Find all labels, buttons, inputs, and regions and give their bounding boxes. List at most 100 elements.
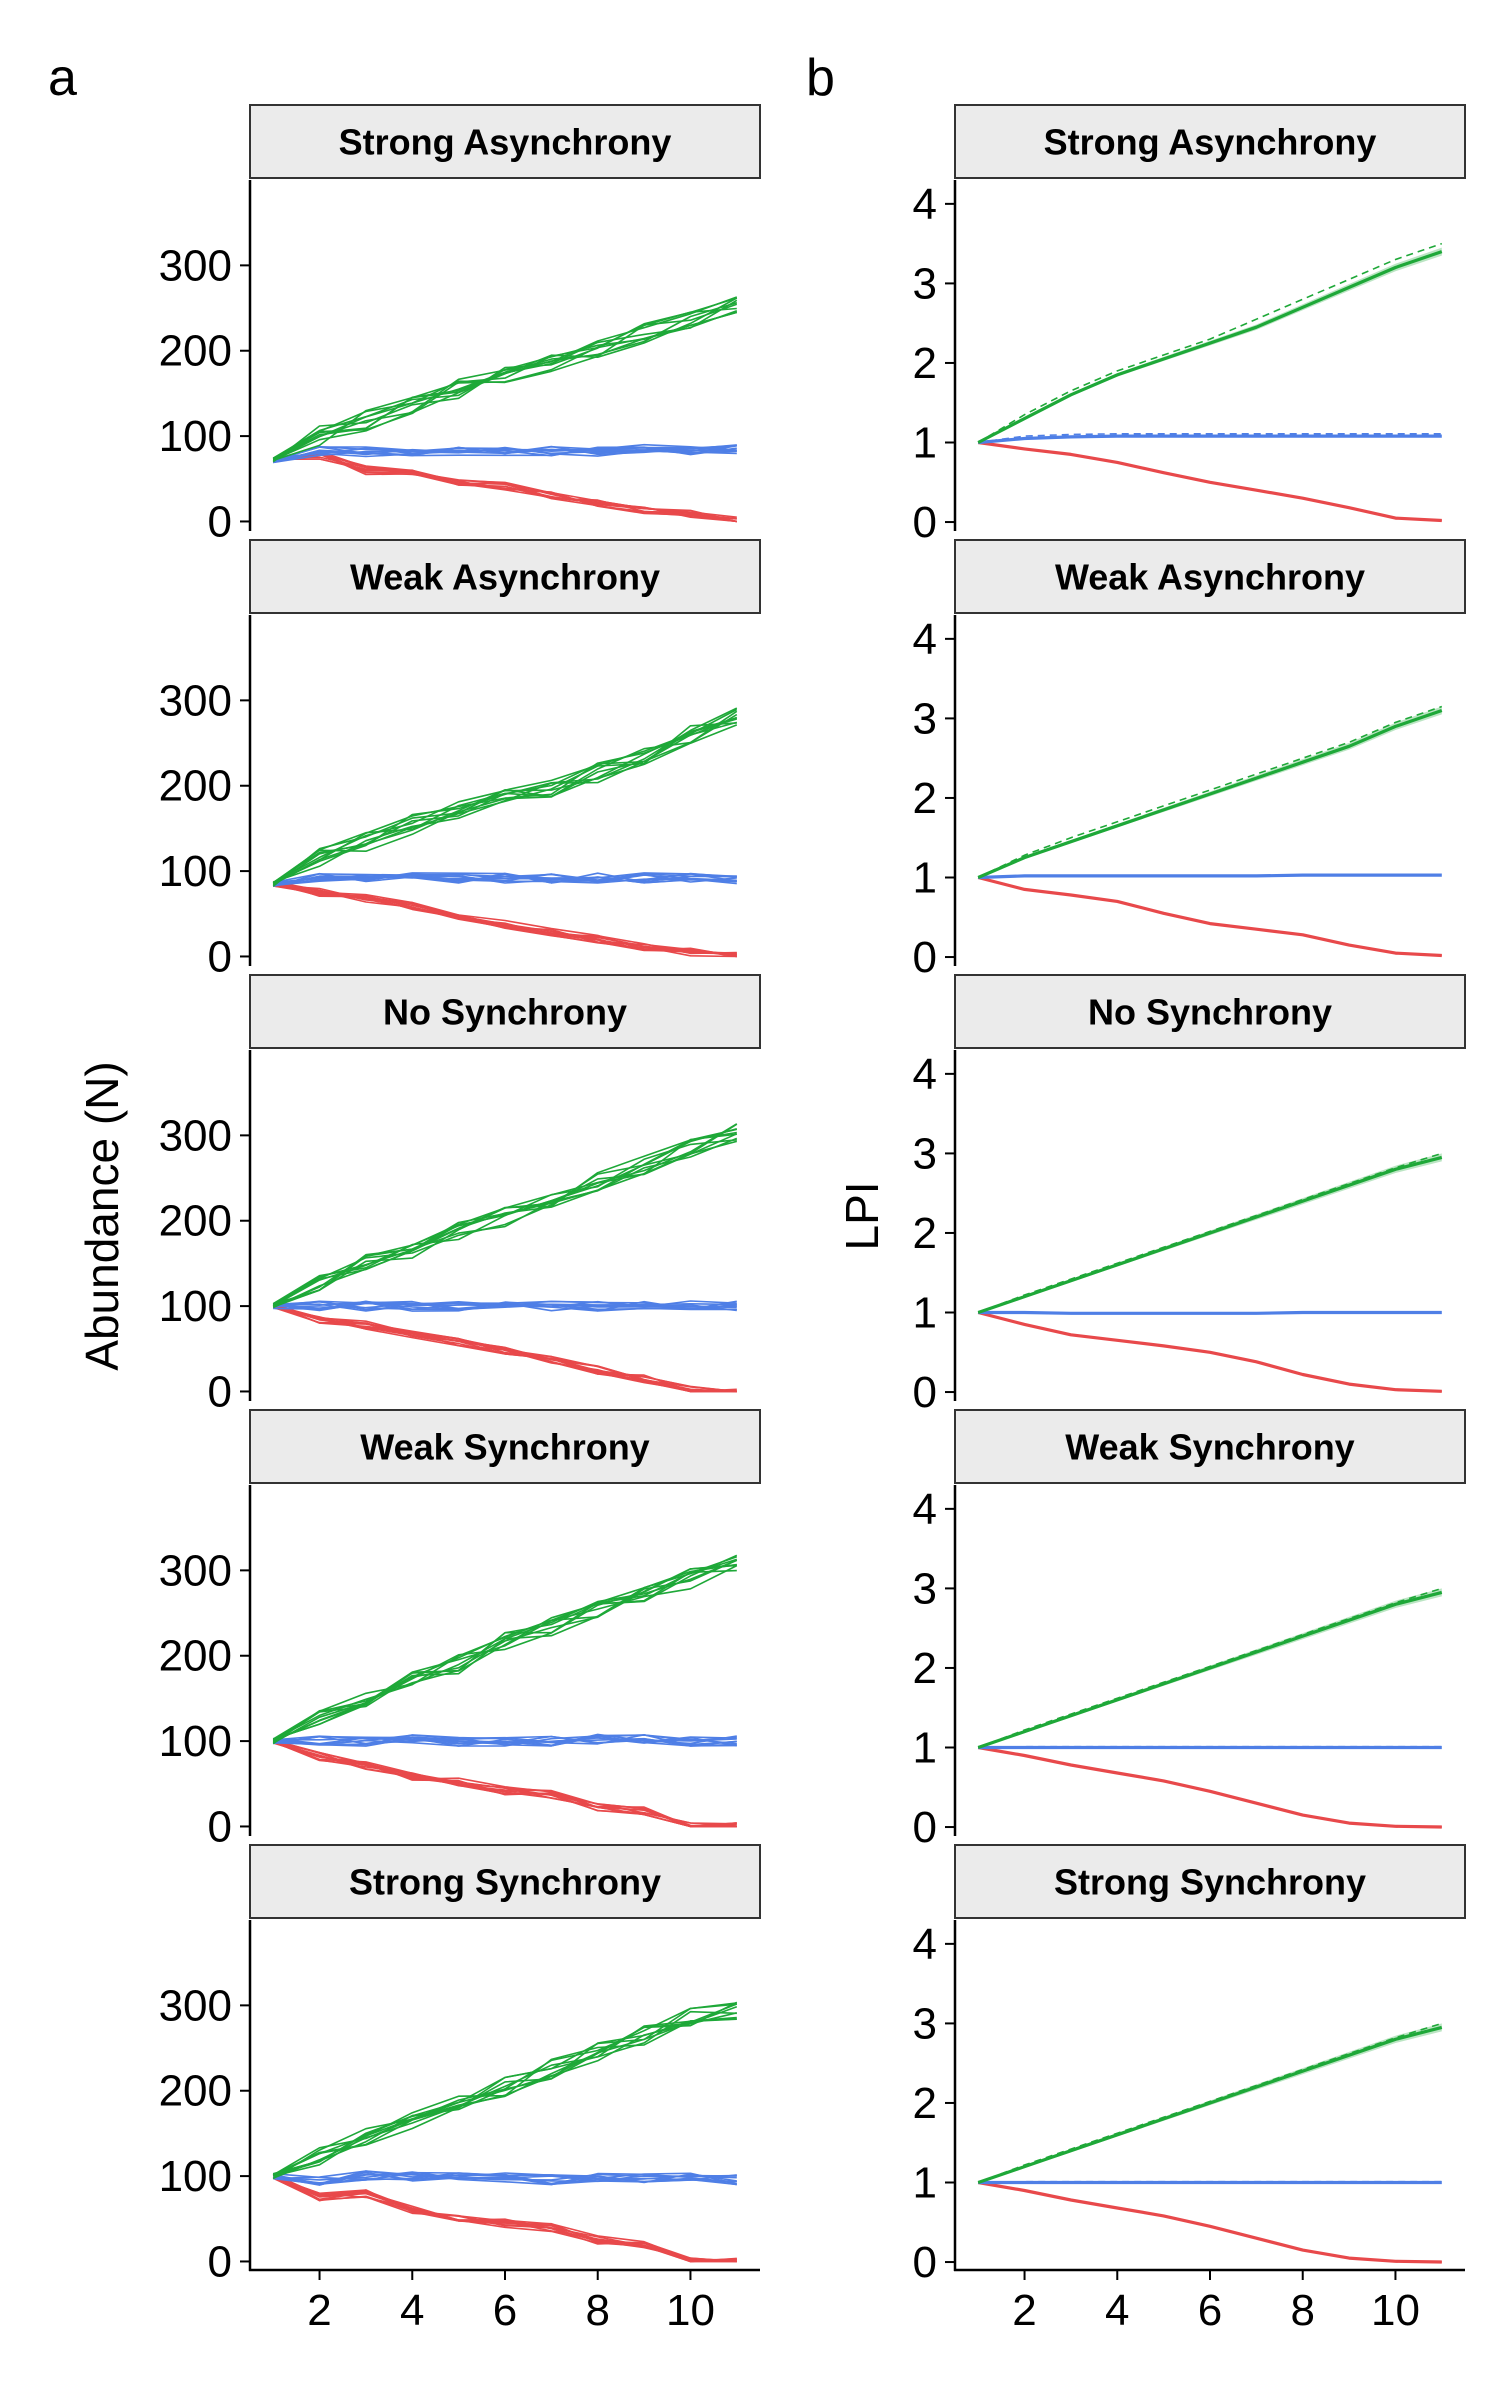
series-line-increase	[272, 1139, 737, 1305]
y-tick-label: 0	[913, 933, 937, 982]
lpi-line-increase	[977, 1155, 1443, 1315]
facet-a-4: Weak Synchrony 0 100 200 300	[159, 1409, 761, 1851]
facet-a-2: Weak Asynchrony 0 100 200 300	[159, 539, 761, 981]
panel-a-letter: a	[48, 49, 77, 107]
series-line-stable	[273, 1734, 737, 1747]
lpi-line-decline	[977, 440, 1442, 523]
facet-a-3: No Synchrony 0 100 200 300	[159, 974, 761, 1416]
series-line-decline	[272, 2174, 737, 2263]
expected-line-stable	[978, 432, 1442, 444]
facet-strip	[954, 104, 1466, 179]
y-tick-label: 0	[208, 497, 232, 546]
series-line-stable	[272, 444, 737, 462]
y-tick-label: 2	[913, 1644, 937, 1693]
facet-title: Strong Asynchrony	[1044, 122, 1377, 163]
series-line-increase	[272, 1564, 737, 1744]
facet-b-2: Weak Asynchrony 0 1 2 3 4	[913, 539, 1466, 982]
y-tick-label: 3	[913, 1564, 937, 1613]
panel-b-letter: b	[806, 49, 835, 107]
y-tick-label: 3	[913, 1129, 937, 1178]
series-line-increase	[272, 1564, 738, 1740]
y-tick-label: 0	[913, 2238, 937, 2287]
facet-strip	[954, 1844, 1466, 1919]
facet-b-4: Weak Synchrony 0 1 2 3 4	[913, 1409, 1466, 1852]
facet-b-5: Strong Synchrony 2 4 6 8 10 0 1 2 3 4	[913, 1844, 1466, 2335]
x-tick-label: 4	[400, 2286, 424, 2335]
series-line-increase	[272, 309, 738, 460]
facet-title: No Synchrony	[383, 992, 627, 1033]
facet-strip	[954, 974, 1466, 1049]
y-tick-label: 4	[913, 615, 937, 664]
lpi-line-increase	[977, 1590, 1443, 1750]
facet-strip	[249, 1844, 761, 1919]
lpi-line-increase	[977, 250, 1443, 444]
series-line-stable	[273, 2171, 737, 2186]
lpi-line-decline	[977, 875, 1442, 958]
series-line-decline	[272, 1739, 737, 1828]
series-line-increase	[272, 707, 738, 884]
ylabel-abundance: Abundance (N)	[76, 1061, 128, 1370]
y-tick-label: 0	[208, 1367, 232, 1416]
series-line-increase	[272, 710, 738, 884]
series-line-increase	[272, 296, 738, 461]
expected-line-decline	[978, 876, 1442, 957]
y-tick-label: 1	[913, 854, 937, 903]
series-line-decline	[272, 1739, 737, 1828]
y-tick-label: 300	[159, 241, 232, 290]
facet-title: Weak Synchrony	[360, 1427, 649, 1468]
y-tick-label: 4	[913, 1920, 937, 1969]
series-line-decline	[273, 1740, 737, 1828]
y-tick-label: 100	[159, 2152, 232, 2201]
series-line-increase	[272, 2012, 737, 2176]
y-tick-label: 200	[159, 327, 232, 376]
series-line-increase	[272, 1569, 737, 1741]
y-tick-label: 2	[913, 1209, 937, 1258]
x-tick-label: 8	[585, 2286, 609, 2335]
y-tick-label: 2	[913, 339, 937, 388]
series-line-increase	[272, 1564, 737, 1743]
y-tick-label: 1	[913, 2159, 937, 2208]
series-line-increase	[272, 2005, 738, 2176]
y-tick-label: 300	[159, 1546, 232, 1595]
y-tick-label: 4	[913, 1050, 937, 1099]
facet-strip	[249, 539, 761, 614]
series-line-increase	[273, 2003, 738, 2177]
y-tick-label: 4	[913, 180, 937, 229]
facet-title: No Synchrony	[1088, 992, 1332, 1033]
series-line-stable	[273, 446, 737, 459]
series-line-decline	[272, 2173, 737, 2263]
series-line-decline	[273, 452, 737, 520]
series-line-increase	[272, 1140, 738, 1308]
y-tick-label: 0	[913, 498, 937, 547]
series-line-increase	[272, 708, 738, 887]
facet-title: Strong Synchrony	[1054, 1862, 1366, 1903]
y-tick-label: 1	[913, 419, 937, 468]
facet-strip	[249, 974, 761, 1049]
facet-title: Weak Synchrony	[1065, 1427, 1354, 1468]
series-line-stable	[273, 872, 737, 887]
x-tick-label: 4	[1105, 2286, 1129, 2335]
facet-title: Weak Asynchrony	[350, 557, 660, 598]
y-tick-label: 4	[913, 1485, 937, 1534]
y-tick-label: 100	[159, 1282, 232, 1331]
series-line-increase	[272, 1559, 738, 1745]
series-line-increase	[272, 717, 738, 886]
series-line-decline	[272, 1741, 737, 1828]
lpi-line-decline	[977, 1745, 1442, 1829]
y-tick-label: 3	[913, 1999, 937, 2048]
lpi-line-stable	[978, 434, 1442, 445]
y-tick-label: 100	[159, 1717, 232, 1766]
y-tick-label: 100	[159, 412, 232, 461]
series-line-stable	[273, 1300, 737, 1311]
series-line-decline	[273, 880, 737, 958]
y-tick-label: 200	[159, 1632, 232, 1681]
series-line-decline	[273, 456, 737, 518]
series-line-stable	[273, 2172, 737, 2183]
y-tick-label: 200	[159, 762, 232, 811]
y-tick-label: 1	[913, 1289, 937, 1338]
series-line-stable	[273, 443, 737, 464]
series-line-increase	[272, 2003, 737, 2175]
